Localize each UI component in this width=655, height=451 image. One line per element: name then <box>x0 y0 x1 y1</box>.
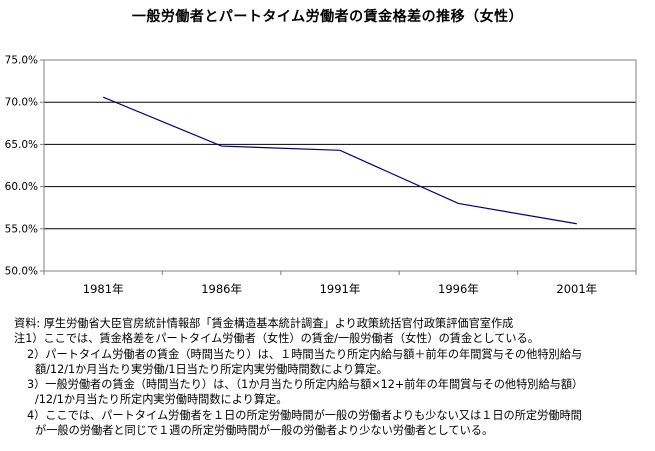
y-tick-label: 65.0% <box>5 139 38 151</box>
y-tick-label: 70.0% <box>5 97 38 109</box>
x-tick-label: 1986年 <box>201 282 242 296</box>
y-tick-label: 50.0% <box>5 266 38 278</box>
x-tick-label: 1981年 <box>83 282 124 296</box>
x-tick-label: 1991年 <box>320 282 361 296</box>
gridlines <box>44 59 636 230</box>
y-tick-label: 75.0% <box>5 55 38 67</box>
note-4: 4）ここでは、パートタイム労働者を１日の所定労働時間が一般の労働者よりも少ない又… <box>27 408 582 422</box>
chart-title: 一般労働者とパートタイム労働者の賃金格差の推移（女性） <box>131 9 524 25</box>
x-tick-label: 1996年 <box>438 282 479 296</box>
y-axis-ticks: 50.0% 55.0% 60.0% 65.0% 70.0% 75.0% <box>5 55 44 278</box>
y-tick-label: 60.0% <box>5 181 38 193</box>
plot-area <box>43 59 637 272</box>
wage-gap-line-chart: 50.0% 55.0% 60.0% 65.0% 70.0% 75.0% 1981年 1986… <box>5 55 637 296</box>
note-4-cont: が一般の労働者と同じで１週の所定労働時間が一般の労働者より少ない労働者としている… <box>35 424 494 438</box>
note-3-cont: /12/1か月当たり所定内実労働時間数により算定。 <box>35 393 288 407</box>
note-3: 3）一般労働者の賃金（時間当たり）は、（1か月当たり所定内給与額×12+前年の年… <box>27 378 584 392</box>
y-tick-label: 55.0% <box>5 223 38 235</box>
notes-block: 資料: 厚生労働省大臣官房統計情報部「賃金構造基本統計調査」より政策統括官付政策… <box>14 316 654 438</box>
x-axis-ticks: 1981年 1986年 1991年 1996年 2001年 <box>43 271 637 296</box>
note-1: 注1）ここでは、賃金格差をパートタイム労働者（女性）の賃金/一般労働者（女性）の… <box>14 332 539 346</box>
source-note: 資料: 厚生労働省大臣官房統計情報部「賃金構造基本統計調査」より政策統括官付政策… <box>14 317 514 330</box>
note-2: 2）パートタイム労働者の賃金（時間当たり）は、１時間当たり所定内給与額＋前年の年… <box>27 347 583 361</box>
x-tick-label: 2001年 <box>556 282 597 296</box>
note-2-cont: 額/12/1か月当たり実労働/1日当たり所定内実労働時間数により算定。 <box>35 362 388 376</box>
series-line <box>102 96 577 225</box>
